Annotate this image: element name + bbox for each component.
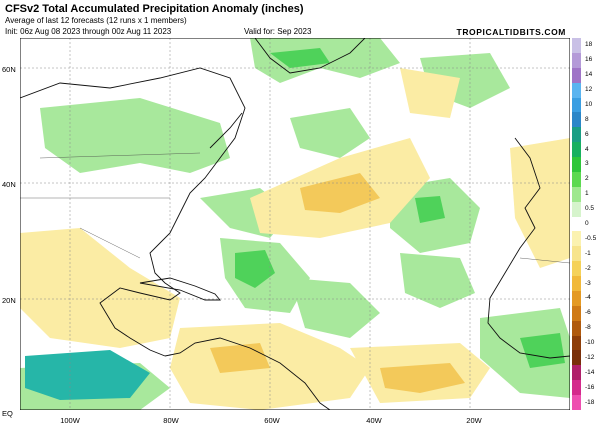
colorbar-label: -3 (585, 279, 591, 287)
lon-label-100w: 100W (60, 416, 80, 425)
colorbar-swatch (572, 246, 581, 262)
init-time: Init: 06z Aug 08 2023 through 00z Aug 11… (5, 27, 172, 36)
colorbar-swatch (572, 38, 581, 54)
colorbar-label: 18 (585, 41, 593, 49)
lat-label-40n: 40N (2, 180, 16, 189)
valid-time: Valid for: Sep 2023 (244, 27, 312, 36)
colorbar-label: -0.5 (585, 234, 597, 242)
colorbar-label: 14 (585, 71, 593, 79)
colorbar-swatch (572, 231, 581, 247)
colorbar-swatch (572, 127, 581, 143)
colorbar-label: 4 (585, 145, 589, 153)
lat-label-20n: 20N (2, 296, 16, 305)
lon-label-20w: 20W (466, 416, 482, 425)
colorbar-label: -18 (585, 398, 595, 406)
colorbar-label: 1 (585, 190, 589, 198)
borders (20, 152, 570, 264)
colorbar-label: -14 (585, 368, 595, 376)
colorbar-swatch (572, 82, 581, 98)
colorbar-label: 2 (585, 175, 589, 183)
colorbar-swatch (572, 290, 581, 307)
colorbar-swatch (572, 276, 581, 292)
colorbar-label: -4 (585, 294, 591, 302)
colorbar-swatch (572, 365, 581, 381)
colorbar-label: -16 (585, 383, 595, 391)
precip-anomaly-map (20, 38, 570, 410)
colorbar-swatch (572, 112, 581, 128)
colorbar-swatch (572, 97, 581, 113)
colorbar-swatch (572, 52, 581, 69)
colorbar-label: 0 (585, 220, 589, 227)
graticule (20, 38, 570, 410)
colorbar-swatch (572, 350, 581, 366)
colorbar-swatch (572, 67, 581, 84)
colorbar-label: 3 (585, 160, 589, 168)
map-title: CFSv2 Total Accumulated Precipitation An… (5, 3, 304, 15)
strong-wet-anomaly-areas (235, 48, 565, 368)
colorbar-label: -1 (585, 249, 591, 257)
colorbar-swatch (572, 157, 581, 173)
colorbar-swatch (572, 305, 581, 322)
colorbar-swatch (572, 320, 581, 337)
colorbar-swatch (572, 335, 581, 351)
colorbar-label: -12 (585, 353, 595, 361)
colorbar-label: 8 (585, 115, 589, 123)
colorbar-swatch (572, 380, 581, 396)
colorbar-label: 10 (585, 100, 593, 108)
lon-label-60w: 60W (264, 416, 280, 425)
coastlines (20, 38, 570, 410)
lat-label-60n: 60N (2, 65, 16, 74)
colorbar-label: -6 (585, 309, 591, 317)
colorbar-label: 6 (585, 130, 589, 138)
map-header: CFSv2 Total Accumulated Precipitation An… (0, 0, 602, 38)
lon-label-80w: 80W (163, 416, 179, 425)
colorbar-swatch (572, 395, 581, 411)
very-wet-anomaly-area (25, 350, 150, 400)
colorbar-label: 0.5 (585, 205, 595, 213)
lat-label-eq: EQ (2, 409, 13, 418)
colorbar-swatch (572, 201, 581, 218)
colorbar-swatch (572, 261, 581, 277)
colorbar-swatch (572, 142, 581, 158)
colorbar-label: 12 (585, 86, 593, 94)
colorbar-label: -8 (585, 324, 591, 332)
colorbar-label: 16 (585, 56, 593, 64)
colorbar-swatch (572, 216, 581, 232)
colorbar-swatch (572, 186, 581, 203)
colorbar-swatch (572, 171, 581, 188)
colorbar (572, 38, 581, 411)
map-subtitle: Average of last 12 forecasts (12 runs x … (5, 16, 187, 25)
lon-label-40w: 40W (366, 416, 382, 425)
colorbar-label: -2 (585, 264, 591, 272)
brand-label: TROPICALTIDBITS.COM (456, 27, 566, 37)
colorbar-label: -10 (585, 339, 595, 347)
